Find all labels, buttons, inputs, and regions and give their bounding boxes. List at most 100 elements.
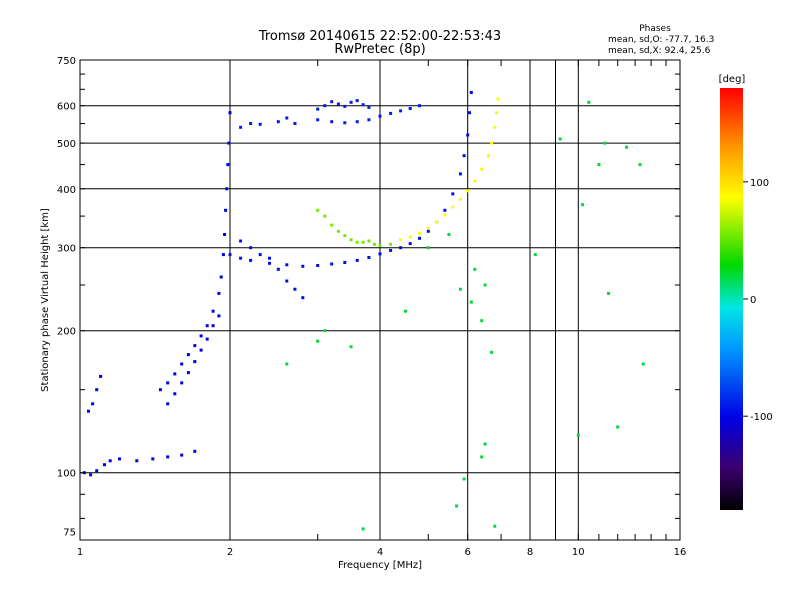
data-point: [330, 100, 334, 104]
legend-line-x: mean, sd,X: 92.4, 25.6: [608, 46, 711, 56]
data-point: [118, 457, 121, 461]
data-point: [426, 246, 430, 250]
x-tick-label: 1: [77, 547, 83, 558]
data-point: [458, 172, 462, 176]
data-point: [367, 239, 371, 243]
data-point: [227, 141, 231, 145]
data-point: [276, 267, 280, 271]
data-point: [336, 102, 340, 106]
data-point: [355, 99, 359, 103]
data-point: [225, 187, 229, 191]
data-point: [581, 203, 585, 207]
data-point: [426, 226, 430, 230]
data-point: [301, 264, 305, 268]
data-point: [576, 433, 580, 437]
data-point: [458, 287, 462, 291]
data-point: [323, 329, 327, 333]
data-point: [451, 205, 455, 209]
data-point: [249, 122, 253, 125]
data-point: [490, 350, 494, 354]
data-point: [455, 504, 459, 508]
data-point: [367, 256, 371, 259]
data-point: [221, 253, 225, 257]
data-point: [193, 449, 197, 453]
colorbar-tick-label: 0: [750, 295, 756, 306]
data-point: [180, 453, 184, 457]
data-point: [404, 309, 407, 313]
x-axis-label: Frequency [MHz]: [338, 560, 422, 571]
y-tick-label: 300: [57, 244, 76, 255]
data-point: [480, 319, 484, 323]
x-tick-label: 4: [377, 547, 383, 558]
data-point: [616, 425, 620, 429]
data-point: [316, 208, 320, 212]
data-point: [378, 244, 382, 248]
y-tick-label: 200: [57, 327, 76, 338]
data-point: [355, 120, 359, 124]
data-point: [87, 409, 90, 413]
data-point: [249, 246, 253, 250]
data-point: [641, 362, 645, 366]
legend-line-o: mean, sd,O: -77.7, 16.3: [608, 35, 714, 45]
data-point: [95, 469, 99, 473]
data-point: [378, 252, 382, 256]
y-axis-ticks: 75 100 200 300 400 500 600 750: [57, 56, 680, 539]
data-point: [373, 242, 376, 246]
x-tick-label: 16: [674, 547, 687, 558]
data-point: [462, 154, 466, 158]
data-point: [349, 100, 353, 104]
data-point: [166, 402, 170, 406]
data-point: [399, 238, 403, 242]
data-point: [435, 220, 439, 224]
data-point: [494, 111, 498, 115]
data-point: [496, 97, 500, 101]
data-point: [493, 524, 497, 528]
y-axis-label: Stationary phase Virtual Height [km]: [40, 208, 51, 392]
data-point: [638, 163, 642, 167]
data-point: [199, 348, 203, 352]
data-point: [226, 163, 230, 167]
data-point: [316, 107, 320, 111]
data-point: [597, 163, 601, 167]
data-point: [186, 371, 190, 375]
data-point: [228, 111, 232, 115]
data-point: [349, 238, 353, 242]
data-point: [158, 388, 162, 392]
data-point: [473, 179, 477, 183]
data-point: [211, 324, 215, 328]
y-tick-label: 750: [57, 56, 76, 67]
data-point: [367, 105, 371, 109]
data-point: [89, 473, 93, 477]
data-point: [330, 120, 334, 124]
legend-heading: Phases: [639, 24, 671, 34]
data-point: [426, 229, 430, 233]
data-point: [166, 455, 170, 459]
data-point: [336, 229, 340, 233]
colorbar-tick-label: -100: [750, 412, 773, 423]
data-point: [343, 104, 347, 108]
data-point: [108, 459, 112, 463]
data-point: [603, 141, 607, 145]
data-point: [180, 362, 184, 366]
data-point: [418, 236, 421, 240]
data-point: [223, 233, 226, 236]
data-point: [483, 442, 487, 446]
data-point: [330, 262, 334, 266]
data-point: [135, 459, 139, 463]
data-point: [343, 234, 347, 238]
data-point: [349, 345, 353, 349]
y-tick-label: 500: [57, 139, 76, 150]
data-point: [447, 233, 451, 236]
data-point: [293, 122, 297, 125]
data-points: [82, 91, 645, 531]
data-point: [367, 118, 371, 122]
data-point: [480, 167, 484, 171]
data-point: [469, 91, 473, 94]
x-axis-ticks: 1 2 4 6 8 10 16: [77, 60, 687, 558]
x-tick-label: 6: [465, 547, 471, 558]
data-point: [285, 263, 289, 267]
data-point: [228, 253, 232, 257]
data-point: [249, 258, 253, 262]
